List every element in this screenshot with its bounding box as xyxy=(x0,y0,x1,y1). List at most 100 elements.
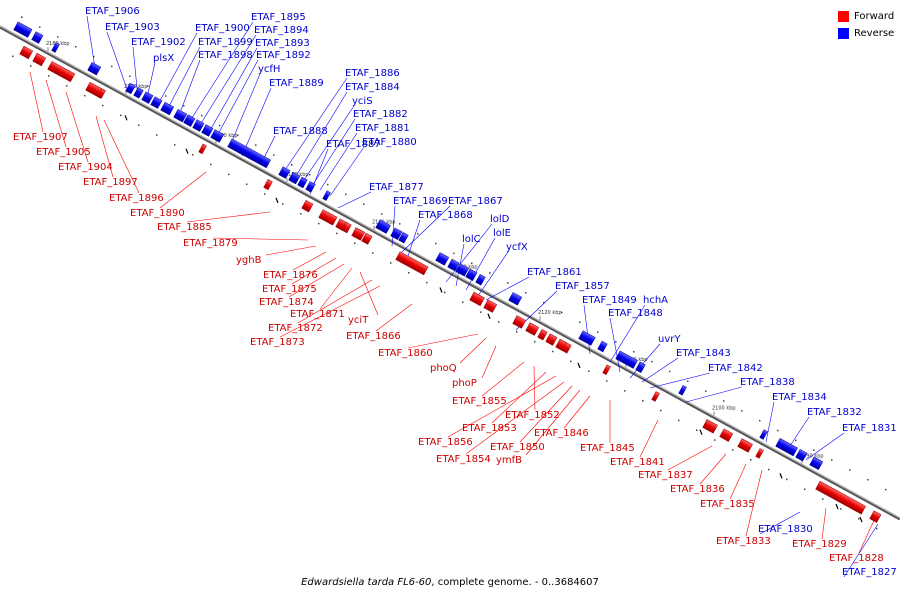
minor-dot xyxy=(111,65,113,68)
reverse-gene-label: lolC xyxy=(462,234,481,245)
forward-gene-box xyxy=(602,364,611,375)
forward-gene-box xyxy=(512,315,527,329)
forward-leader xyxy=(729,463,747,500)
forward-gene-box xyxy=(545,333,558,346)
reverse-gene-box xyxy=(809,456,824,471)
reverse-gene-box xyxy=(305,181,316,193)
reverse-leader xyxy=(165,46,201,113)
reverse-leader xyxy=(197,34,257,129)
gene-features xyxy=(13,21,882,523)
forward-leader xyxy=(667,445,713,471)
forward-leader xyxy=(858,515,877,554)
reverse-gene-label: uvrY xyxy=(658,334,681,345)
reverse-gene-box xyxy=(447,258,460,272)
reverse-gene-label: ETAF_1848 xyxy=(608,308,663,319)
reverse-leader xyxy=(759,511,801,535)
minor-dot xyxy=(786,478,788,481)
forward-leader xyxy=(186,211,271,223)
minor-dot xyxy=(354,242,356,245)
forward-gene-label: ETAF_1846 xyxy=(534,428,589,439)
forward-swatch xyxy=(838,11,849,22)
reverse-gene-box xyxy=(322,190,331,201)
forward-gene-label: ETAF_1896 xyxy=(109,193,164,204)
reverse-leader xyxy=(303,105,355,181)
minor-dot xyxy=(57,36,59,38)
minor-tick xyxy=(124,115,128,121)
reverse-gene-box xyxy=(435,252,450,266)
minor-dot xyxy=(759,419,761,422)
minor-tick xyxy=(577,362,581,369)
minor-dot xyxy=(642,399,644,402)
reverse-gene-box xyxy=(508,292,523,306)
minor-tick xyxy=(185,148,189,154)
minor-dot xyxy=(291,164,293,166)
forward-gene-box xyxy=(361,232,373,245)
reverse-gene-box xyxy=(183,114,196,127)
minor-dot xyxy=(885,488,887,491)
forward-gene-label: ETAF_1907 xyxy=(13,132,68,143)
forward-gene-label: ETAF_1876 xyxy=(263,270,318,281)
reverse-gene-box xyxy=(795,448,808,462)
reverse-gene-label: ETAF_1900 xyxy=(195,23,250,34)
reverse-gene-box xyxy=(398,231,409,244)
scale-tick-label: 2170 kbp xyxy=(124,84,148,90)
reverse-gene-label: ETAF_1889 xyxy=(269,78,324,89)
forward-gene-box xyxy=(301,199,314,213)
reverse-gene-box xyxy=(375,219,391,234)
reverse-gene-label: ETAF_1903 xyxy=(105,22,160,33)
minor-dot xyxy=(255,144,257,146)
minor-dot xyxy=(849,469,851,471)
forward-gene-box xyxy=(395,251,429,276)
minor-dot xyxy=(30,65,32,67)
reverse-gene-box xyxy=(578,330,596,346)
forward-gene-label: ETAF_1828 xyxy=(829,553,884,564)
forward-gene-label: ETAF_1855 xyxy=(452,396,507,407)
reverse-gene-box xyxy=(87,61,102,76)
forward-leader xyxy=(481,345,497,379)
reverse-gene-box xyxy=(160,101,175,116)
forward-gene-label: ETAF_1850 xyxy=(490,442,545,453)
minor-dot xyxy=(777,429,779,432)
reverse-leader xyxy=(284,77,348,171)
legend-reverse: Reverse xyxy=(838,25,894,42)
forward-leader xyxy=(465,381,565,455)
forward-gene-box xyxy=(815,480,866,515)
reverse-gene-label: ETAF_1877 xyxy=(369,182,424,193)
reverse-gene-label: ETAF_1888 xyxy=(273,126,328,137)
minor-dot xyxy=(750,459,752,461)
minor-dot xyxy=(714,439,716,441)
forward-gene-box xyxy=(525,322,540,336)
reverse-gene-label: ETAF_1834 xyxy=(772,392,827,403)
reverse-gene-box xyxy=(597,340,608,353)
forward-gene-label: ETAF_1885 xyxy=(157,222,212,233)
minor-dot xyxy=(831,459,833,461)
reverse-gene-label: ETAF_1881 xyxy=(355,123,410,134)
reverse-gene-label: ETAF_1832 xyxy=(807,407,862,418)
reverse-gene-label: ETAF_1899 xyxy=(198,37,253,48)
reverse-leader xyxy=(295,91,348,177)
caption-rest: , complete genome. - 0..3684607 xyxy=(431,577,599,588)
forward-gene-label: phoQ xyxy=(430,363,457,374)
reverse-gene-label: ETAF_1884 xyxy=(345,82,400,93)
label-leaders xyxy=(29,15,879,578)
reverse-leader xyxy=(583,304,591,355)
minor-dot xyxy=(489,272,491,274)
reverse-gene-label: ETAF_1867 xyxy=(448,196,503,207)
map-caption: Edwardsiella tarda FL6-60, complete geno… xyxy=(0,577,900,588)
reverse-leader xyxy=(649,372,711,389)
reverse-leader xyxy=(609,304,646,363)
reverse-gene-box xyxy=(278,166,291,179)
forward-leader xyxy=(212,237,309,241)
forward-leader xyxy=(519,385,573,443)
reverse-leader xyxy=(215,59,259,139)
minor-dot xyxy=(327,183,329,186)
reverse-gene-label: hchA xyxy=(643,295,668,306)
forward-gene-box xyxy=(97,88,106,99)
reverse-gene-box xyxy=(227,138,271,169)
minor-dot xyxy=(183,105,185,107)
forward-gene-box xyxy=(755,448,764,459)
forward-gene-box xyxy=(737,438,753,453)
reverse-leader xyxy=(241,87,272,157)
forward-leader xyxy=(159,171,207,209)
